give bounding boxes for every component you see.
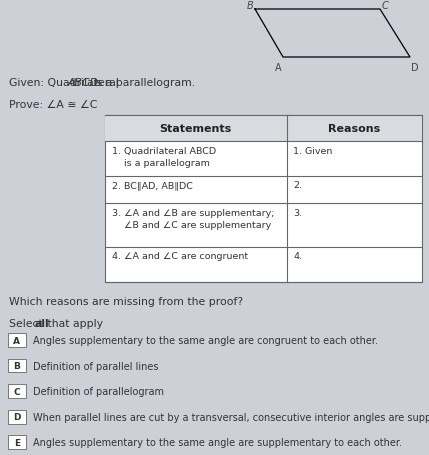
Text: E: E [14,438,20,447]
Bar [8,435,26,449]
Text: Select: Select [9,318,46,329]
Text: 2. BC∥AD, AB∥DC: 2. BC∥AD, AB∥DC [112,181,193,190]
Text: Definition of parallel lines: Definition of parallel lines [33,361,158,371]
Text: Which reasons are missing from the proof?: Which reasons are missing from the proof… [9,297,243,307]
Text: 1. Quadrilateral ABCD
    is a parallelogram: 1. Quadrilateral ABCD is a parallelogram [112,147,216,168]
Text: Statements: Statements [160,124,232,134]
Text: Definition of parallelogram: Definition of parallelogram [33,386,163,396]
Text: that apply: that apply [44,318,103,329]
Text: 1. Given: 1. Given [293,147,332,156]
Text: A: A [13,336,21,345]
Text: Angles supplementary to the same angle are supplementary to each other.: Angles supplementary to the same angle a… [33,437,402,447]
Text: A: A [275,63,281,73]
Text: B: B [13,361,21,370]
Text: 4. ∠A and ∠C are congruent: 4. ∠A and ∠C are congruent [112,252,248,261]
Text: all: all [34,318,49,329]
Text: Prove: ∠A ≅ ∠C: Prove: ∠A ≅ ∠C [9,100,97,110]
Bar [8,334,26,347]
Text: D: D [411,63,419,73]
Bar [8,359,26,373]
Text: 4.: 4. [293,252,302,261]
Text: B: B [247,1,253,11]
Text: Reasons: Reasons [328,124,380,134]
Bar [8,410,26,424]
Text: D: D [13,412,21,421]
Bar [105,116,422,282]
Text: 3. ∠A and ∠B are supplementary;
    ∠B and ∠C are supplementary: 3. ∠A and ∠B are supplementary; ∠B and ∠… [112,208,274,230]
Text: Angles supplementary to the same angle are congruent to each other.: Angles supplementary to the same angle a… [33,335,378,345]
Text: is a parallelogram.: is a parallelogram. [90,78,195,88]
Bar [8,384,26,398]
Text: 2.: 2. [293,181,302,190]
Text: C: C [14,387,20,396]
Text: 3.: 3. [293,208,302,217]
Bar [105,116,422,142]
Text: C: C [382,1,389,11]
Text: When parallel lines are cut by a transversal, consecutive interior angles are su: When parallel lines are cut by a transve… [33,412,429,422]
Text: ABCD: ABCD [68,78,99,88]
Text: Given: Quadrilateral: Given: Quadrilateral [9,78,122,88]
